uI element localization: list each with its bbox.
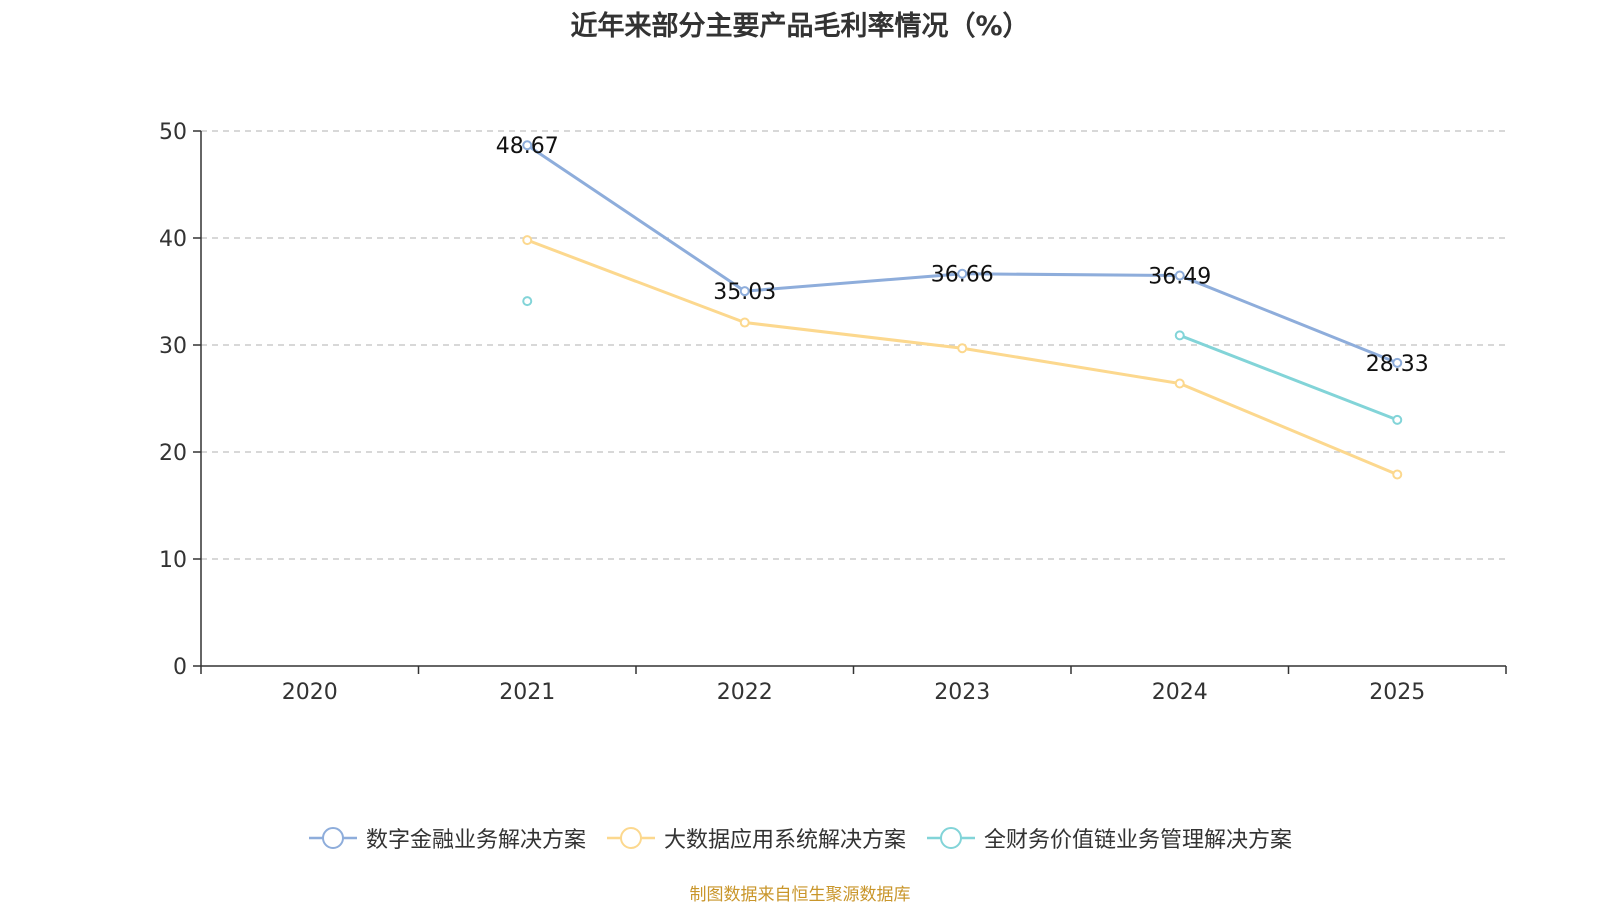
series-layer bbox=[522, 140, 1403, 480]
x-tick-label: 2023 bbox=[934, 680, 990, 705]
legend-label: 全财务价值链业务管理解决方案 bbox=[984, 828, 1293, 853]
data-label: 35.03 bbox=[713, 280, 776, 305]
x-tick-label: 2025 bbox=[1369, 680, 1425, 705]
x-tick-label: 2021 bbox=[499, 680, 555, 705]
y-tick-label: 0 bbox=[173, 655, 187, 680]
gridlines bbox=[201, 130, 1506, 560]
series-2-point bbox=[522, 296, 533, 307]
legend-circle bbox=[321, 827, 344, 849]
legend-label: 大数据应用系统解决方案 bbox=[663, 828, 906, 853]
series-0-point bbox=[739, 286, 750, 297]
legend-item[interactable]: 数字金融业务解决方案 bbox=[308, 822, 586, 854]
data-label: 28.33 bbox=[1366, 352, 1429, 377]
series-2-point bbox=[1174, 330, 1185, 341]
x-tick-label: 2020 bbox=[282, 680, 338, 705]
series-1-point bbox=[1174, 378, 1185, 389]
series-1-segment bbox=[1178, 382, 1399, 476]
legend-symbol-icon bbox=[308, 827, 357, 849]
y-tick-label: 50 bbox=[159, 120, 187, 145]
series-0-point bbox=[1174, 270, 1185, 281]
data-label: 36.66 bbox=[931, 263, 994, 288]
data-label: 36.49 bbox=[1148, 265, 1211, 290]
series-0-segment bbox=[743, 272, 964, 293]
legend-symbol-icon bbox=[927, 827, 975, 849]
series-0-segment bbox=[960, 272, 1182, 278]
series-1-segment bbox=[743, 321, 964, 350]
series-1-segment bbox=[525, 238, 747, 325]
legend-item[interactable]: 全财务价值链业务管理解决方案 bbox=[926, 822, 1292, 854]
x-tick-label: 2022 bbox=[717, 680, 773, 705]
series-1-segment bbox=[960, 346, 1182, 386]
series-2-segment bbox=[1178, 333, 1399, 422]
legend-circle bbox=[940, 827, 962, 849]
series-1-point bbox=[957, 343, 968, 354]
series-0-point bbox=[957, 268, 968, 279]
axes: 0 10 20 30 40 50 2020 2021 2022 2023 2024 2025 bbox=[159, 120, 1507, 705]
series-0-segment bbox=[525, 143, 747, 293]
y-tick-label: 20 bbox=[159, 441, 187, 466]
y-tick-label: 30 bbox=[159, 334, 187, 359]
data-label: 48.67 bbox=[496, 134, 559, 159]
series-0-point bbox=[1392, 357, 1403, 368]
y-tick-label: 40 bbox=[159, 227, 187, 252]
data-labels: 48.67 35.03 36.66 36.49 28.33 bbox=[496, 134, 1429, 377]
legend-circle bbox=[619, 827, 642, 849]
series-2-point bbox=[1392, 414, 1403, 425]
series-1-point bbox=[522, 235, 533, 246]
legend-item[interactable]: 大数据应用系统解决方案 bbox=[606, 822, 906, 854]
series-0-point bbox=[522, 140, 533, 151]
x-tick-label: 2024 bbox=[1152, 680, 1208, 705]
source-note: 制图数据来自恒生聚源数据库 bbox=[689, 885, 911, 905]
series-1-point bbox=[739, 317, 750, 328]
y-tick-label: 10 bbox=[159, 548, 187, 573]
series-0-segment bbox=[1178, 274, 1399, 365]
legend-symbol-icon bbox=[606, 827, 655, 849]
legend-label: 数字金融业务解决方案 bbox=[365, 828, 586, 853]
chart-title: 近年来部分主要产品毛利率情况（%） bbox=[570, 11, 1030, 42]
legend: 数字金融业务解决方案 大数据应用系统解决方案 全财务价值链业务管理解决方案 bbox=[0, 822, 1600, 854]
series-1-point bbox=[1392, 469, 1403, 480]
